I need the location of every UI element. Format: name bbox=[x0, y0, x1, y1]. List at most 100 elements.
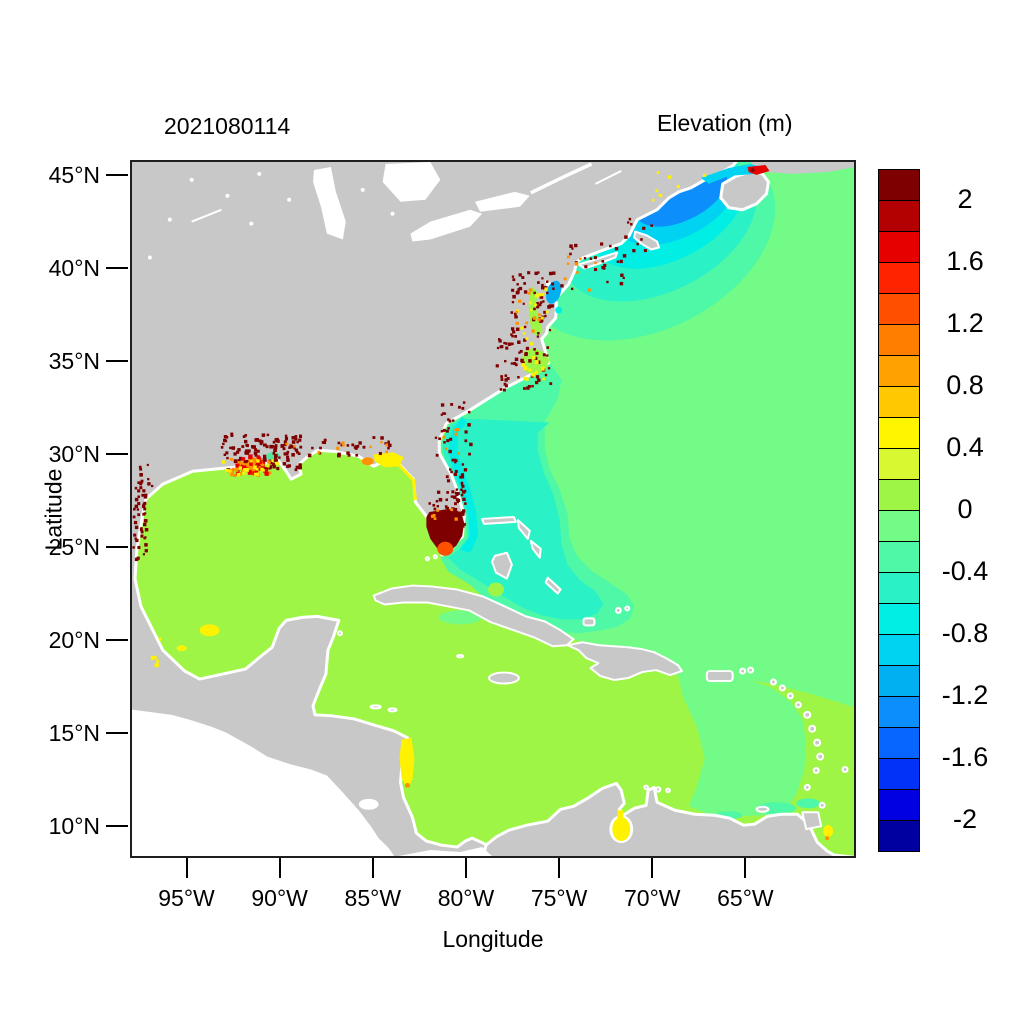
elevation-map bbox=[132, 162, 854, 856]
colorbar-segment bbox=[879, 356, 919, 387]
x-tick-label: 75°W bbox=[530, 885, 588, 911]
lakes-and-rivers bbox=[147, 162, 622, 810]
puerto-rico-island bbox=[705, 670, 734, 683]
andros-island bbox=[491, 551, 513, 580]
x-tick-label: 90°W bbox=[251, 885, 308, 911]
x-tick-label: 85°W bbox=[344, 885, 402, 911]
pacific-no-data-region bbox=[132, 709, 395, 856]
delaware-bay-water bbox=[546, 280, 562, 304]
colorbar-title: Elevation (m) bbox=[657, 110, 793, 136]
lake-ontario bbox=[475, 191, 530, 212]
colorbar-segment bbox=[879, 480, 919, 511]
x-tick-mark bbox=[185, 858, 188, 878]
lake-erie bbox=[410, 209, 483, 242]
colorbar-segment bbox=[879, 325, 919, 356]
great-inagua-island bbox=[582, 617, 596, 627]
colorbar-tick-label: -0.4 bbox=[941, 556, 989, 587]
gulf-of-batabano-patch bbox=[438, 610, 483, 625]
colorbar-tick-label: 0.4 bbox=[946, 431, 984, 462]
long-island-bahamas bbox=[544, 576, 562, 595]
x-tick-label: 70°W bbox=[624, 885, 681, 911]
x-tick-mark bbox=[278, 858, 281, 878]
chesapeake-bay-water bbox=[528, 286, 543, 337]
lake-maracaibo-hotspot bbox=[609, 810, 634, 844]
colorbar-segment bbox=[879, 759, 919, 790]
cape-cod-land bbox=[633, 230, 661, 251]
venezuela-shelf-patches bbox=[714, 798, 834, 841]
y-tick-mark bbox=[106, 824, 128, 827]
mosquito-coast-hotspot bbox=[399, 737, 415, 790]
plot-timestamp-title: 2021080114 bbox=[164, 113, 291, 139]
colorbar-segment bbox=[879, 573, 919, 604]
x-tick-mark bbox=[651, 858, 654, 878]
y-tick-mark bbox=[106, 638, 128, 641]
cozumel-island bbox=[336, 630, 343, 637]
campeche-bank-hotspot bbox=[154, 624, 220, 668]
y-tick-label: 15°N bbox=[48, 719, 100, 746]
y-tick-mark bbox=[106, 452, 128, 455]
colorbar-segment bbox=[879, 511, 919, 542]
colorbar-segment bbox=[879, 542, 919, 573]
coastal-hotspot-speckles bbox=[132, 171, 707, 663]
southeast-shelf-bands bbox=[440, 363, 635, 634]
colorbar-segment bbox=[879, 232, 919, 263]
colorbar-segment bbox=[879, 387, 919, 418]
y-tick-mark bbox=[106, 731, 128, 734]
eastern-caribbean-fill bbox=[676, 671, 807, 817]
colorbar-tick-label: 0.8 bbox=[946, 369, 984, 400]
colorbar-segment bbox=[879, 635, 919, 666]
y-tick-mark bbox=[106, 173, 128, 176]
colorbar-tick-label: -1.6 bbox=[941, 742, 989, 773]
colorbar-segment bbox=[879, 728, 919, 759]
colorbar-tick-label: -1.2 bbox=[941, 680, 989, 711]
st-lawrence-river bbox=[530, 162, 593, 195]
y-tick-label: 45°N bbox=[48, 161, 100, 188]
colorbar-tick-label: 2 bbox=[957, 183, 973, 214]
colorbar-segment bbox=[879, 294, 919, 325]
colorbar-tick-label: 1.6 bbox=[946, 245, 984, 276]
colorbar-segment bbox=[879, 666, 919, 697]
x-axis-label: Longitude bbox=[442, 926, 544, 952]
colorbar-segment bbox=[879, 449, 919, 480]
x-tick-mark bbox=[464, 858, 467, 878]
x-tick-label: 65°W bbox=[717, 885, 774, 911]
colorbar-segment bbox=[879, 821, 919, 851]
colorbar-segment bbox=[879, 790, 919, 821]
caribbean-islands bbox=[336, 515, 849, 831]
y-tick-label: 40°N bbox=[48, 254, 100, 281]
roatan-island bbox=[369, 704, 382, 710]
new-brunswick-land bbox=[750, 162, 854, 174]
colorbar-segment bbox=[879, 170, 919, 201]
colorbar-tick-label: -0.8 bbox=[941, 618, 989, 649]
colorbar-segment bbox=[879, 418, 919, 449]
colorbar-tick-label: -2 bbox=[952, 804, 977, 835]
colorbar-tick-label: 0 bbox=[957, 493, 973, 524]
trinidad-island bbox=[801, 811, 823, 831]
y-tick-mark bbox=[106, 266, 128, 269]
y-tick-label: 25°N bbox=[48, 533, 100, 560]
x-tick-label: 80°W bbox=[437, 885, 495, 911]
bahama-bank-patch bbox=[488, 582, 504, 597]
cayman-islands bbox=[456, 653, 465, 659]
hispaniola-island bbox=[566, 641, 683, 682]
x-tick-mark bbox=[744, 858, 747, 878]
gulf-of-panama-no-data bbox=[398, 847, 493, 856]
abaco-island bbox=[516, 518, 531, 540]
lake-huron bbox=[382, 162, 441, 202]
colorbar-segment bbox=[879, 263, 919, 294]
colorbar-segment bbox=[879, 201, 919, 232]
colorbar-segment bbox=[879, 604, 919, 635]
map-plot-area bbox=[130, 160, 856, 858]
colorbar bbox=[878, 169, 920, 852]
y-tick-label: 20°N bbox=[48, 626, 100, 653]
lake-nicaragua bbox=[358, 798, 379, 810]
apalachee-bay-hotspot bbox=[361, 452, 417, 501]
minas-basin-hotspot bbox=[747, 164, 770, 175]
colorbar-segment bbox=[879, 697, 919, 728]
x-tick-mark bbox=[371, 858, 374, 878]
eleuthera-island bbox=[529, 539, 542, 559]
y-tick-label: 35°N bbox=[48, 347, 100, 374]
lake-michigan bbox=[312, 166, 346, 240]
y-tick-label: 10°N bbox=[48, 812, 100, 839]
